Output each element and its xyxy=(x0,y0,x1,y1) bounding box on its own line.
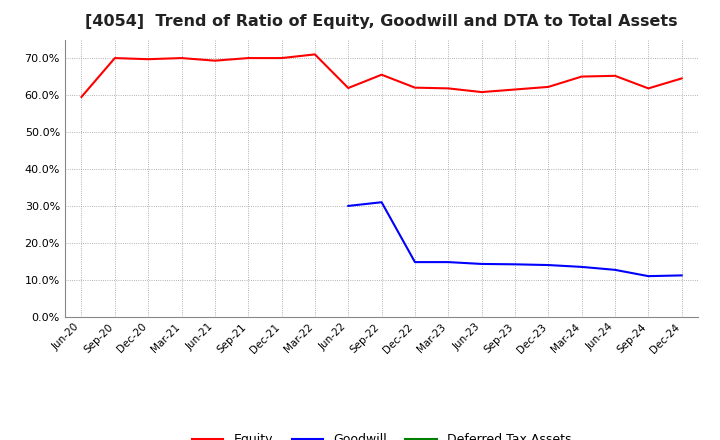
Equity xyxy=(611,73,619,78)
Equity xyxy=(310,52,319,57)
Goodwill xyxy=(444,260,453,265)
Equity xyxy=(244,55,253,61)
Goodwill xyxy=(344,203,353,209)
Equity xyxy=(277,55,286,61)
Equity xyxy=(177,55,186,61)
Goodwill xyxy=(644,274,653,279)
Equity xyxy=(510,87,519,92)
Equity xyxy=(377,72,386,77)
Goodwill xyxy=(678,273,686,278)
Title: [4054]  Trend of Ratio of Equity, Goodwill and DTA to Total Assets: [4054] Trend of Ratio of Equity, Goodwil… xyxy=(85,14,678,29)
Line: Goodwill: Goodwill xyxy=(348,202,682,276)
Goodwill xyxy=(477,261,486,267)
Goodwill xyxy=(611,267,619,272)
Equity xyxy=(410,85,419,90)
Equity xyxy=(344,85,353,91)
Goodwill xyxy=(510,262,519,267)
Equity xyxy=(577,74,586,79)
Equity xyxy=(77,94,86,99)
Line: Equity: Equity xyxy=(81,55,682,97)
Goodwill xyxy=(577,264,586,270)
Goodwill xyxy=(377,200,386,205)
Equity xyxy=(477,89,486,95)
Equity xyxy=(678,76,686,81)
Equity xyxy=(144,57,153,62)
Equity xyxy=(110,55,119,61)
Equity xyxy=(544,84,553,90)
Equity xyxy=(444,86,453,91)
Goodwill xyxy=(544,262,553,268)
Goodwill xyxy=(410,260,419,265)
Equity xyxy=(210,58,219,63)
Legend: Equity, Goodwill, Deferred Tax Assets: Equity, Goodwill, Deferred Tax Assets xyxy=(187,429,576,440)
Equity xyxy=(644,86,653,91)
